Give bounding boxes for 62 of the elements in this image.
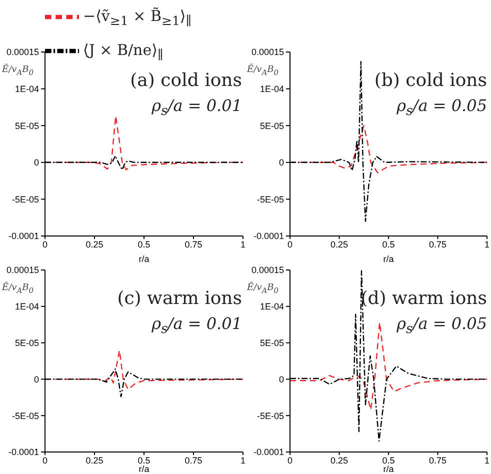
x-tick-label: 0.75 [428, 455, 447, 466]
x-axis-title: r/a [138, 464, 150, 474]
y-tick-label: 0.00015 [251, 265, 284, 276]
y-tick-label: 5E-05 [14, 338, 39, 348]
x-tick-label: 0.5 [138, 455, 150, 466]
x-tick-label: 1 [484, 239, 490, 250]
annotation: (b) cold ions [374, 70, 487, 91]
y-tick-label: 0 [34, 158, 39, 168]
annotation: ρ$_{s}$/a = 0.01 [152, 96, 242, 120]
y-tick-label: -5E-05 [12, 194, 39, 204]
x-axis-title: r/a [383, 464, 394, 474]
legend-label: ⟨J × B/ne⟩$_{∥}$ [83, 41, 164, 62]
x-tick-label: 0 [287, 455, 293, 466]
x-tick-label: 1 [484, 455, 490, 466]
x-axis-title: r/a [383, 254, 394, 264]
x-tick-label: 0.25 [86, 455, 104, 466]
x-tick-label: 0.25 [86, 239, 104, 250]
x-tick-label: 0 [42, 455, 48, 466]
y-tick-label: 0 [278, 158, 284, 168]
y-tick-label: -0.0001 [8, 231, 39, 242]
y-axis-title: Ẽ/v$_{A}$B$_{0}$ [247, 283, 279, 295]
annotation: ρ$_{s}$/a = 0.01 [152, 314, 242, 338]
legend-label: −⟨ṽ$_{≥1}$ × B̃$_{≥1}$⟩$_{∥}$ [83, 7, 192, 28]
annotation: ρ$_{s}$/a = 0.05 [396, 96, 487, 120]
y-tick-label: 5E-05 [260, 120, 284, 131]
annotation: ρ$_{s}$/a = 0.05 [396, 314, 487, 338]
y-tick-label: 1E-04 [14, 84, 39, 94]
x-tick-label: 0.75 [428, 239, 447, 250]
y-tick-label: 0 [34, 374, 39, 384]
y-tick-label: 5E-05 [260, 338, 284, 348]
y-tick-label: 1E-04 [14, 302, 39, 312]
x-tick-label: 0.5 [382, 239, 395, 250]
x-tick-label: 0.5 [382, 455, 395, 466]
x-tick-label: 0 [42, 239, 48, 250]
y-tick-label: -5E-05 [256, 410, 284, 421]
y-tick-label: 1E-04 [260, 84, 284, 94]
y-tick-label: 1E-04 [260, 302, 284, 312]
x-axis-title: r/a [138, 254, 150, 264]
y-axis-title: Ẽ/v$_{A}$B$_{0}$ [2, 283, 34, 295]
x-tick-label: 0.25 [330, 455, 348, 466]
x-tick-label: 0.75 [184, 455, 202, 466]
x-tick-label: 0.5 [138, 239, 150, 250]
x-tick-label: 0.75 [184, 239, 202, 250]
x-tick-label: 0.25 [330, 239, 348, 250]
annotation: (d) warm ions [360, 288, 487, 309]
x-tick-label: 0 [287, 239, 293, 250]
y-axis-title: Ẽ/v$_{A}$B$_{0}$ [247, 65, 279, 77]
y-tick-label: -0.0001 [253, 447, 284, 458]
x-tick-label: 1 [240, 455, 246, 466]
y-tick-label: -5E-05 [256, 194, 284, 204]
y-tick-label: 5E-05 [14, 120, 39, 131]
y-tick-label: 0 [278, 374, 284, 384]
y-tick-label: 0.00015 [6, 265, 39, 276]
y-tick-label: -0.0001 [253, 231, 284, 242]
y-tick-label: -5E-05 [12, 410, 39, 421]
annotation: (c) warm ions [117, 288, 242, 309]
y-axis-title: Ẽ/v$_{A}$B$_{0}$ [2, 65, 34, 77]
y-tick-label: 0.00015 [6, 47, 39, 58]
x-tick-label: 1 [240, 239, 246, 250]
annotation: (a) cold ions [130, 70, 242, 91]
y-tick-label: 0.00015 [251, 47, 284, 58]
y-tick-label: -0.0001 [8, 447, 39, 458]
